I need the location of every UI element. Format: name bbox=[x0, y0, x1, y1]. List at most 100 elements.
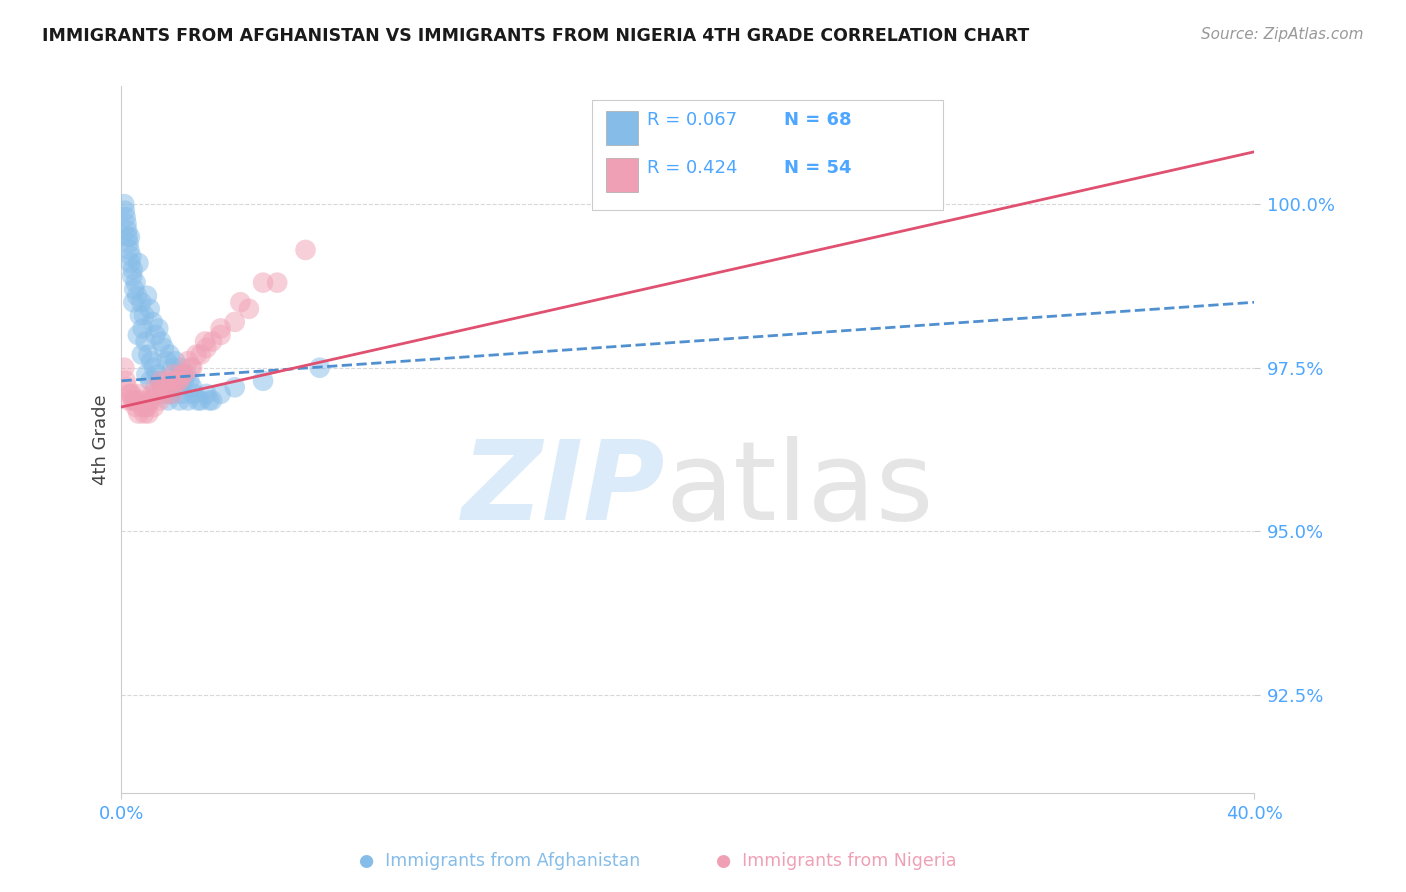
Point bbox=[122, 282, 145, 296]
Point bbox=[180, 360, 202, 375]
Point bbox=[187, 393, 209, 408]
Point bbox=[114, 203, 136, 218]
Point bbox=[201, 393, 224, 408]
Point bbox=[170, 360, 193, 375]
Point bbox=[141, 393, 163, 408]
Point bbox=[155, 387, 177, 401]
Point bbox=[135, 368, 157, 382]
Point bbox=[129, 295, 152, 310]
Point bbox=[176, 368, 198, 382]
Point bbox=[179, 374, 201, 388]
Point bbox=[138, 348, 160, 362]
Point bbox=[209, 321, 232, 335]
Point bbox=[142, 315, 165, 329]
FancyBboxPatch shape bbox=[606, 159, 638, 193]
Point bbox=[209, 328, 232, 343]
Point bbox=[157, 374, 180, 388]
Point bbox=[198, 393, 221, 408]
Point bbox=[229, 295, 252, 310]
Point bbox=[117, 236, 139, 251]
Point bbox=[169, 374, 191, 388]
Point bbox=[252, 374, 274, 388]
Point bbox=[146, 387, 169, 401]
Text: ●  Immigrants from Afghanistan: ● Immigrants from Afghanistan bbox=[359, 852, 640, 870]
Point bbox=[172, 387, 194, 401]
Point bbox=[121, 269, 143, 284]
Point bbox=[266, 276, 288, 290]
Point bbox=[134, 400, 156, 414]
Point bbox=[156, 354, 179, 368]
Point bbox=[153, 341, 176, 355]
Point bbox=[131, 348, 153, 362]
Point bbox=[112, 360, 135, 375]
Point bbox=[143, 400, 166, 414]
Point bbox=[131, 321, 153, 335]
Point bbox=[120, 387, 142, 401]
Text: R = 0.424: R = 0.424 bbox=[647, 159, 738, 177]
Point bbox=[136, 400, 159, 414]
Point bbox=[238, 301, 260, 316]
Point bbox=[138, 407, 160, 421]
Point bbox=[128, 309, 150, 323]
Point bbox=[139, 374, 162, 388]
Point bbox=[150, 374, 173, 388]
Point bbox=[150, 334, 173, 349]
FancyBboxPatch shape bbox=[592, 101, 943, 210]
Point bbox=[134, 334, 156, 349]
Point bbox=[152, 380, 174, 394]
Point bbox=[152, 380, 174, 394]
Point bbox=[121, 262, 143, 277]
Point bbox=[114, 211, 136, 225]
Point bbox=[127, 256, 149, 270]
Point bbox=[166, 374, 188, 388]
Point bbox=[118, 230, 141, 244]
Point bbox=[166, 374, 188, 388]
Point bbox=[122, 295, 145, 310]
Point bbox=[160, 380, 183, 394]
Text: R = 0.067: R = 0.067 bbox=[647, 111, 737, 128]
Point bbox=[120, 256, 142, 270]
Point bbox=[118, 387, 141, 401]
Point bbox=[122, 393, 145, 408]
Point bbox=[167, 374, 190, 388]
Text: N = 54: N = 54 bbox=[785, 159, 852, 177]
FancyBboxPatch shape bbox=[606, 112, 638, 145]
Point bbox=[160, 387, 183, 401]
Point bbox=[167, 368, 190, 382]
Point bbox=[143, 360, 166, 375]
Point bbox=[115, 223, 138, 237]
Y-axis label: 4th Grade: 4th Grade bbox=[93, 394, 110, 485]
Text: ZIP: ZIP bbox=[461, 435, 665, 542]
Point bbox=[131, 400, 153, 414]
Point bbox=[172, 368, 194, 382]
Point bbox=[145, 380, 167, 394]
Point bbox=[163, 380, 186, 394]
Point bbox=[145, 328, 167, 343]
Point bbox=[118, 243, 141, 257]
Text: N = 68: N = 68 bbox=[785, 111, 852, 128]
Point bbox=[149, 374, 172, 388]
Point bbox=[128, 387, 150, 401]
Point bbox=[195, 387, 218, 401]
Point bbox=[139, 393, 162, 408]
Point bbox=[148, 321, 170, 335]
Point bbox=[163, 368, 186, 382]
Point bbox=[132, 309, 155, 323]
Point bbox=[177, 393, 200, 408]
Point bbox=[308, 360, 330, 375]
Point bbox=[120, 250, 142, 264]
Point bbox=[181, 380, 204, 394]
Point bbox=[115, 380, 138, 394]
Point bbox=[194, 334, 217, 349]
Point bbox=[127, 407, 149, 421]
Point bbox=[155, 387, 177, 401]
Point bbox=[125, 289, 148, 303]
Point bbox=[162, 387, 184, 401]
Point bbox=[201, 334, 224, 349]
Point bbox=[190, 348, 212, 362]
Point bbox=[124, 276, 146, 290]
Point bbox=[173, 374, 195, 388]
Point bbox=[159, 348, 181, 362]
Point bbox=[183, 387, 205, 401]
Point bbox=[115, 217, 138, 231]
